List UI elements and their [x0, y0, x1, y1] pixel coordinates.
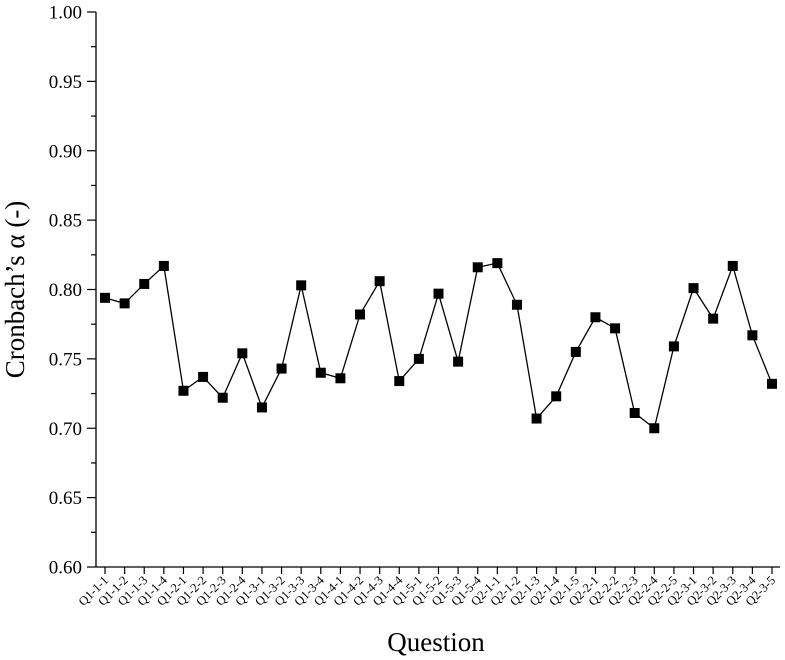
data-point-marker — [727, 260, 738, 271]
data-point-marker — [198, 371, 209, 382]
data-point-marker — [551, 391, 562, 402]
data-point-marker — [590, 312, 601, 323]
x-axis-title: Question — [387, 627, 485, 657]
data-point-marker — [237, 348, 248, 359]
data-point-marker — [139, 278, 150, 289]
y-tick-label: 1.00 — [49, 3, 82, 24]
x-ticks: Q1-1-1Q1-1-2Q1-1-3Q1-1-4Q1-2-1Q1-2-2Q1-2… — [76, 567, 778, 609]
data-point-marker — [276, 363, 287, 374]
data-point-marker — [315, 367, 326, 378]
y-tick-label: 0.95 — [49, 72, 82, 93]
data-point-marker — [708, 313, 719, 324]
data-point-marker — [355, 309, 366, 320]
data-point-marker — [767, 378, 777, 389]
data-point-marker — [668, 341, 679, 352]
y-tick-label: 0.80 — [49, 280, 82, 301]
data-point-marker — [374, 276, 385, 287]
data-point-marker — [492, 258, 503, 269]
data-point-marker — [472, 262, 483, 273]
data-point-marker — [629, 407, 640, 418]
data-point-marker — [649, 423, 660, 434]
y-tick-label: 0.70 — [49, 419, 82, 440]
y-axis-title: Cronbach’s α (-) — [0, 201, 30, 379]
data-point-marker — [100, 292, 110, 303]
data-point-marker — [453, 356, 464, 367]
data-point-marker — [119, 298, 130, 309]
y-tick-label: 0.60 — [49, 558, 82, 579]
data-point-marker — [335, 373, 346, 384]
data-point-marker — [747, 330, 758, 341]
y-tick-label: 0.85 — [49, 211, 82, 232]
plot-area — [100, 258, 777, 434]
data-point-marker — [256, 402, 267, 413]
data-point-marker — [610, 323, 621, 334]
y-tick-label: 0.65 — [49, 488, 82, 509]
data-point-marker — [413, 353, 424, 364]
data-point-marker — [158, 260, 169, 271]
data-point-marker — [217, 392, 228, 403]
data-point-marker — [531, 413, 542, 424]
data-point-marker — [511, 299, 522, 310]
data-point-marker — [394, 376, 405, 387]
data-point-marker — [433, 288, 444, 299]
data-point-marker — [570, 346, 581, 357]
data-point-marker — [688, 283, 699, 294]
y-tick-label: 0.75 — [49, 349, 82, 370]
y-ticks: 0.60 0.65 0.70 0.75 0.80 0.85 0.90 0.95 1.00 — [49, 3, 96, 579]
y-tick-label: 0.90 — [49, 141, 82, 162]
data-point-marker — [178, 385, 189, 396]
data-point-marker — [296, 280, 307, 291]
